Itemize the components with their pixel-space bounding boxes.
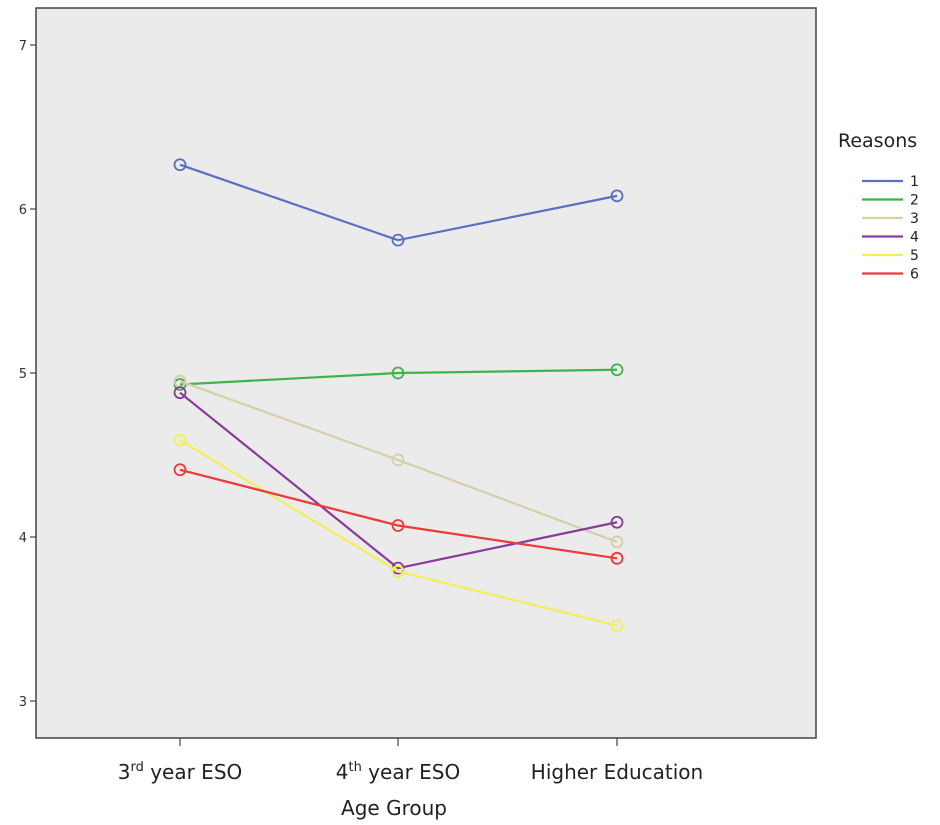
x-tick-label-rest: year ESO — [362, 760, 460, 784]
series-6 — [173, 463, 624, 565]
series-4 — [173, 386, 624, 575]
series-line — [179, 380, 618, 543]
y-tick-label: 6 — [19, 203, 27, 218]
data-point — [610, 551, 624, 565]
legend-item: 2 — [862, 193, 919, 209]
data-point — [173, 158, 187, 172]
data-point — [610, 363, 624, 377]
data-point — [173, 386, 187, 400]
legend-item: 3 — [862, 211, 919, 227]
legend-label: 2 — [910, 193, 919, 209]
y-axis: 3 4 5 6 7 — [19, 39, 36, 710]
data-point — [610, 189, 624, 203]
legend-items: 1 2 3 4 5 6 — [862, 174, 919, 283]
legend-label: 4 — [910, 230, 919, 246]
y-tick-label: 4 — [19, 531, 27, 546]
legend-label: 6 — [910, 267, 919, 283]
x-axis: 3rd year ESO 4th year ESO Higher Education — [118, 738, 703, 784]
series-2 — [173, 363, 624, 391]
series-line — [179, 163, 618, 242]
series-5 — [173, 433, 624, 632]
data-point — [173, 463, 187, 477]
data-point — [391, 565, 405, 578]
legend-label: 1 — [910, 174, 919, 190]
data-point — [391, 453, 405, 467]
series-line — [179, 391, 618, 570]
y-tick-label: 7 — [19, 39, 27, 54]
series-1 — [173, 158, 624, 247]
legend-item: 5 — [862, 248, 919, 264]
data-point — [173, 378, 187, 391]
y-tick-label: 5 — [19, 367, 27, 382]
x-tick-label-main: 3 — [118, 760, 131, 784]
legend-title: Reasons — [838, 130, 917, 152]
legend-item: 6 — [862, 267, 919, 283]
x-tick-label-rest: year ESO — [144, 760, 242, 784]
x-tick-label-main: Higher Education — [531, 760, 703, 784]
data-point — [610, 515, 624, 529]
data-point — [391, 519, 405, 532]
x-tick-label: Higher Education — [531, 760, 703, 784]
x-tick-label: 4th year ESO — [336, 760, 461, 784]
series-line — [179, 468, 618, 560]
x-tick-label-main: 4 — [336, 760, 349, 784]
legend: Reasons 1 2 3 4 5 6 — [838, 130, 919, 283]
data-point — [610, 619, 624, 632]
legend-label: 3 — [910, 211, 919, 227]
data-point — [391, 366, 405, 380]
x-tick-label-sup: th — [348, 760, 361, 775]
x-tick-label: 3rd year ESO — [118, 760, 243, 784]
legend-item: 4 — [862, 230, 919, 246]
data-point — [610, 535, 624, 549]
data-point — [391, 233, 405, 247]
series-line — [179, 439, 618, 627]
x-axis-label: Age Group — [341, 796, 447, 820]
x-tick-label-sup: rd — [130, 760, 143, 775]
y-tick-label: 3 — [19, 695, 27, 710]
data-point — [173, 433, 187, 447]
series-layer — [173, 158, 624, 632]
legend-item: 1 — [862, 174, 919, 190]
legend-label: 5 — [910, 248, 919, 264]
series-line — [179, 368, 618, 386]
